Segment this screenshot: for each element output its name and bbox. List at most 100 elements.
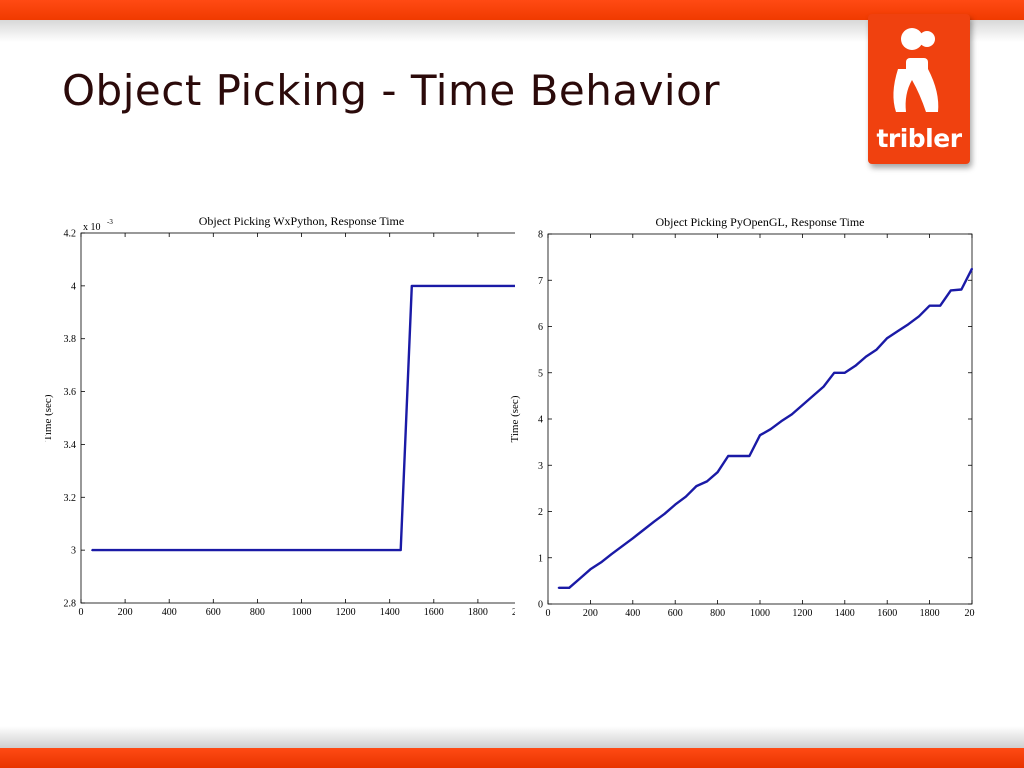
chart1-xtick-label: 1200: [792, 608, 812, 619]
chart0-ytick-label: 4: [71, 281, 76, 292]
chart-pyopengl: Object Picking PyOpenGL, Response Time Ti…: [505, 205, 980, 625]
chart-wxpython-svg: Object Picking WxPython, Response Time Ti…: [42, 214, 532, 618]
chart0-ytick-label: 3.6: [64, 387, 77, 398]
chart0-y-exponent: x 10: [83, 222, 101, 233]
chart1-data-point: [589, 568, 592, 571]
tribler-logo: tribler: [868, 14, 970, 164]
chart1-data-point: [557, 586, 560, 589]
chart1-data-point: [716, 471, 719, 474]
chart1-series-line: [558, 268, 974, 589]
chart0-series-line: [92, 284, 522, 552]
chart1-data-point: [642, 529, 645, 531]
chart0-y-exponent-power: -3: [107, 218, 113, 226]
chart0-ylabel: Time (sec): [45, 394, 54, 441]
chart1-data-point: [600, 561, 602, 564]
chart1-data-point: [907, 323, 910, 326]
chart1-data-point: [769, 428, 772, 431]
chart0-xtick-label: 200: [118, 607, 133, 618]
bottom-accent-bar: [0, 748, 1024, 768]
slide-title: Object Picking - Time Behavior: [62, 66, 721, 115]
chart1-data-point: [865, 355, 867, 358]
chart1-ytick-label: 4: [538, 415, 543, 426]
chart1-data-point: [833, 371, 836, 374]
chart1-xtick-label: 1000: [750, 608, 770, 619]
chart1-xtick-label: 1400: [835, 608, 855, 619]
top-accent-bar: [0, 0, 1024, 20]
tribler-figure-icon: [893, 28, 939, 112]
chart1-data-point: [896, 330, 899, 333]
chart0-plot-frame: [80, 232, 523, 604]
chart1-xtick-label: 1600: [877, 608, 897, 619]
chart1-data-point: [621, 545, 624, 548]
chart1-data-point: [674, 503, 677, 506]
chart0-data-point: [124, 549, 126, 552]
chart1-ytick-label: 6: [538, 322, 543, 333]
chart1-title: Object Picking PyOpenGL, Response Time: [656, 215, 865, 229]
chart1-ytick-label: 7: [538, 276, 543, 287]
chart1-data-point: [737, 455, 740, 457]
chart1-data-point: [759, 434, 761, 437]
chart0-data-point: [410, 284, 413, 287]
chart1-xtick-label: 1800: [920, 608, 940, 619]
chart0-xtick-label: 0: [79, 607, 84, 618]
top-shadow: [0, 20, 1024, 42]
chart1-data-point: [854, 364, 857, 367]
chart0-data-point: [300, 549, 303, 552]
chart0-data-point: [102, 549, 104, 552]
chart0-data-point: [432, 284, 435, 287]
chart1-ytick-label: 5: [538, 368, 543, 379]
chart1-xtick-label: 200: [965, 608, 976, 619]
chart0-data-point: [256, 549, 259, 552]
chart1-ytick-label: 0: [538, 600, 543, 611]
chart0-ytick-label: 3.8: [64, 334, 77, 345]
chart1-ytick-label: 3: [538, 461, 543, 472]
chart0-xtick-label: 400: [162, 607, 177, 618]
chart1-data-point: [843, 371, 846, 374]
chart1-data-point: [790, 413, 793, 416]
chart1-ytick-label: 8: [538, 230, 543, 241]
chart1-data-point: [812, 394, 814, 397]
chart1-data-point: [886, 337, 889, 339]
chart0-title: Object Picking WxPython, Response Time: [199, 214, 404, 228]
chart0-xtick-label: 1600: [424, 607, 444, 618]
chart0-data-point: [510, 284, 512, 287]
chart1-data-point: [684, 495, 687, 498]
chart0-xtick-label: 600: [206, 607, 221, 618]
logo-text: tribler: [876, 124, 962, 153]
chart1-xtick-label: 800: [710, 608, 725, 619]
chart1-ytick-label: 1: [538, 553, 543, 564]
chart1-ylabel: Time (sec): [509, 395, 521, 442]
chart1-data-point: [928, 304, 931, 307]
chart1-data-point: [971, 267, 973, 270]
chart1-data-point: [663, 512, 666, 515]
chart1-data-point: [631, 537, 634, 540]
chart-wxpython: Object Picking WxPython, Response Time Ti…: [42, 205, 532, 625]
chart0-ytick-label: 3.4: [64, 440, 77, 451]
chart0-xtick-label: 1400: [380, 607, 400, 618]
chart1-data-point: [949, 289, 952, 292]
chart0-ytick-label: 3: [71, 546, 76, 557]
chart1-data-point: [653, 520, 655, 523]
chart0-xtick-label: 1200: [336, 607, 356, 618]
chart1-data-point: [875, 348, 878, 351]
chart0-data-point: [388, 549, 391, 552]
chart1-data-point: [939, 304, 942, 307]
chart1-data-point: [960, 288, 963, 291]
chart0-data-point: [91, 549, 93, 552]
chart0-data-point: [499, 284, 501, 287]
chart0-xtick-label: 1000: [292, 607, 312, 618]
bottom-shadow: [0, 726, 1024, 748]
chart1-data-point: [918, 315, 920, 318]
chart1-data-point: [780, 420, 783, 423]
chart0-data-point: [212, 549, 215, 552]
chart0-data-point: [477, 284, 479, 287]
chart1-data-point: [727, 455, 730, 457]
chart0-data-point: [168, 549, 171, 552]
chart0-ytick-label: 2.8: [64, 599, 77, 610]
chart1-data-point: [578, 577, 581, 580]
chart1-data-point: [822, 385, 825, 388]
chart0-xtick-label: 800: [250, 607, 265, 618]
chart1-xtick-label: 400: [625, 608, 640, 619]
chart1-ytick-label: 2: [538, 507, 543, 518]
chart0-data-point: [344, 549, 347, 552]
